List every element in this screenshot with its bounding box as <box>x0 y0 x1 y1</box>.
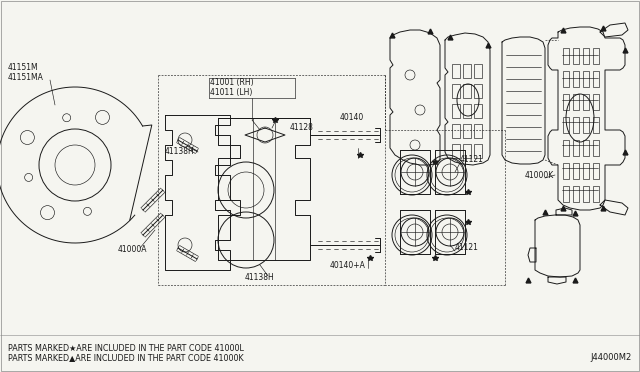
Bar <box>573 94 579 110</box>
Bar <box>593 71 599 87</box>
Text: 41151M: 41151M <box>8 64 38 73</box>
Bar <box>573 117 579 133</box>
Bar <box>463 64 471 78</box>
Bar <box>563 94 569 110</box>
Bar <box>463 84 471 98</box>
Bar <box>573 163 579 179</box>
Text: J44000M2: J44000M2 <box>591 353 632 362</box>
Bar <box>583 140 589 156</box>
Text: PARTS MARKED▲ARE INCLUDED IN THE PART CODE 41000K: PARTS MARKED▲ARE INCLUDED IN THE PART CO… <box>8 353 244 362</box>
Bar <box>583 186 589 202</box>
Bar <box>563 163 569 179</box>
Bar <box>583 48 589 64</box>
Bar <box>452 144 460 158</box>
Text: 41011 (LH): 41011 (LH) <box>210 89 252 97</box>
Bar <box>452 104 460 118</box>
Bar <box>593 140 599 156</box>
Bar <box>463 144 471 158</box>
Text: 41138H: 41138H <box>245 273 275 282</box>
Bar <box>474 84 482 98</box>
Bar <box>474 64 482 78</box>
Bar <box>474 104 482 118</box>
Bar <box>452 64 460 78</box>
Bar <box>593 186 599 202</box>
Text: 41001 (RH): 41001 (RH) <box>210 77 253 87</box>
Text: 41128: 41128 <box>290 124 314 132</box>
Bar <box>563 140 569 156</box>
Bar <box>583 163 589 179</box>
Bar <box>583 117 589 133</box>
Bar <box>474 144 482 158</box>
Bar <box>452 84 460 98</box>
Text: PARTS MARKED★ARE INCLUDED IN THE PART CODE 41000L: PARTS MARKED★ARE INCLUDED IN THE PART CO… <box>8 343 244 353</box>
Bar <box>583 71 589 87</box>
Bar <box>452 124 460 138</box>
Text: 41121: 41121 <box>460 155 484 164</box>
Bar <box>593 163 599 179</box>
Text: 41121: 41121 <box>455 244 479 253</box>
Bar <box>573 140 579 156</box>
Bar <box>563 117 569 133</box>
Bar <box>593 48 599 64</box>
Bar <box>474 124 482 138</box>
Bar <box>563 71 569 87</box>
Bar <box>563 48 569 64</box>
Text: 40140+A: 40140+A <box>330 260 366 269</box>
Bar <box>563 186 569 202</box>
Bar <box>593 94 599 110</box>
Text: 41000K: 41000K <box>525 170 554 180</box>
Bar <box>573 71 579 87</box>
Text: 41138H: 41138H <box>165 148 195 157</box>
Text: 40140: 40140 <box>340 113 364 122</box>
Text: 41151MA: 41151MA <box>8 74 44 83</box>
Text: 41000A: 41000A <box>118 246 147 254</box>
Bar <box>573 186 579 202</box>
Bar <box>573 48 579 64</box>
Bar <box>593 117 599 133</box>
Bar <box>463 104 471 118</box>
Bar <box>463 124 471 138</box>
Bar <box>583 94 589 110</box>
